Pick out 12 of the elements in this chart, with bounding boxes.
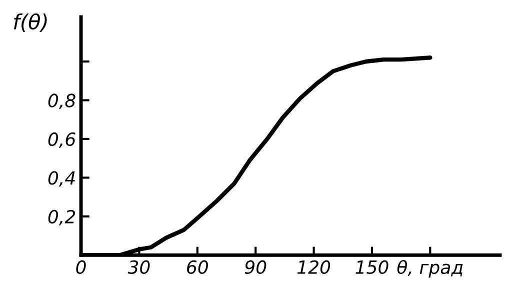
y-tick-label: 0,4 xyxy=(48,171,75,187)
x-tick-label: 60 xyxy=(187,260,208,274)
x-tick-label: 150 xyxy=(356,260,388,274)
x-tick-label: 90 xyxy=(244,260,266,274)
x-tick-label: 0 xyxy=(76,260,86,274)
y-tick-label: 0,2 xyxy=(48,210,76,226)
x-tick-label: 120 xyxy=(297,260,330,274)
y-tick-label: 0,8 xyxy=(48,94,76,110)
y-axis-title: f(θ) xyxy=(14,13,47,32)
x-tick-label: 30 xyxy=(128,260,150,274)
x-tick-label: θ, град xyxy=(397,260,463,278)
y-tick-label: 0,6 xyxy=(48,132,76,148)
